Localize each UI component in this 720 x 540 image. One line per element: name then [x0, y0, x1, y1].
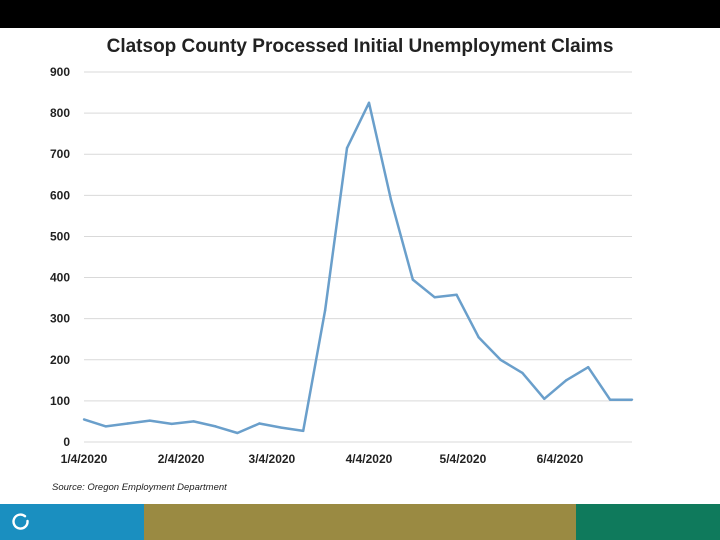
data-point: [345, 146, 349, 150]
x-tick-label: 2/4/2020: [158, 452, 205, 466]
source-note: Source: Oregon Employment Department: [52, 482, 227, 493]
data-point: [389, 198, 393, 201]
chart-title: Clatsop County Processed Initial Unemplo…: [106, 36, 614, 57]
circle-logo-icon: [12, 513, 29, 530]
x-tick-label: 6/4/2020: [537, 452, 584, 466]
data-point: [192, 420, 195, 423]
y-tick-label: 0: [63, 435, 70, 449]
x-tick-labels: 1/4/2020 2/4/2020 3/4/2020 4/4/2020 5/4/2020…: [61, 452, 584, 466]
line-chart: 0 100 200 300 400 500 600 700 800 900 1/4/2020 2/4…: [50, 65, 634, 466]
footer-segment-olive: [144, 504, 576, 540]
data-point: [433, 296, 436, 299]
series-layer: [82, 101, 634, 435]
y-tick-labels: 0 100 200 300 400 500 600 700 800 900: [50, 65, 70, 449]
data-point: [280, 426, 283, 429]
data-point: [236, 431, 239, 435]
data-point: [82, 418, 86, 421]
x-tick-label: 1/4/2020: [61, 452, 108, 466]
y-tick-label: 700: [50, 147, 70, 161]
y-tick-label: 400: [50, 271, 70, 285]
data-point: [499, 358, 502, 361]
data-point: [148, 419, 151, 422]
x-tick-label: 3/4/2020: [249, 452, 296, 466]
data-point: [323, 309, 327, 312]
data-point: [608, 398, 612, 401]
grid-layer: [84, 71, 632, 443]
data-point: [302, 429, 305, 433]
y-tick-label: 600: [50, 188, 70, 202]
y-tick-label: 800: [50, 106, 70, 120]
x-tick-label: 4/4/2020: [346, 452, 393, 466]
data-point: [411, 278, 414, 281]
data-point: [258, 422, 261, 425]
x-tick-label: 5/4/2020: [440, 452, 487, 466]
series-line: [83, 101, 632, 435]
footer-bar: [0, 504, 720, 540]
data-point: [104, 425, 108, 428]
y-tick-label: 500: [50, 229, 70, 243]
y-tick-label: 300: [50, 312, 70, 326]
top-bar: [0, 0, 720, 28]
footer-segment-green: [576, 504, 720, 540]
data-point: [170, 422, 173, 426]
data-point: [367, 101, 371, 105]
data-point: [630, 398, 634, 401]
data-point: [455, 293, 458, 297]
data-point: [214, 425, 217, 428]
y-tick-label: 200: [50, 353, 70, 367]
data-point: [126, 422, 130, 425]
data-point: [586, 365, 590, 369]
data-point: [543, 397, 546, 401]
data-point: [565, 379, 568, 382]
y-tick-label: 900: [50, 65, 70, 79]
y-tick-label: 100: [50, 394, 70, 408]
data-point: [477, 335, 480, 339]
data-point: [521, 371, 524, 375]
footer-segment-blue: [0, 504, 144, 540]
